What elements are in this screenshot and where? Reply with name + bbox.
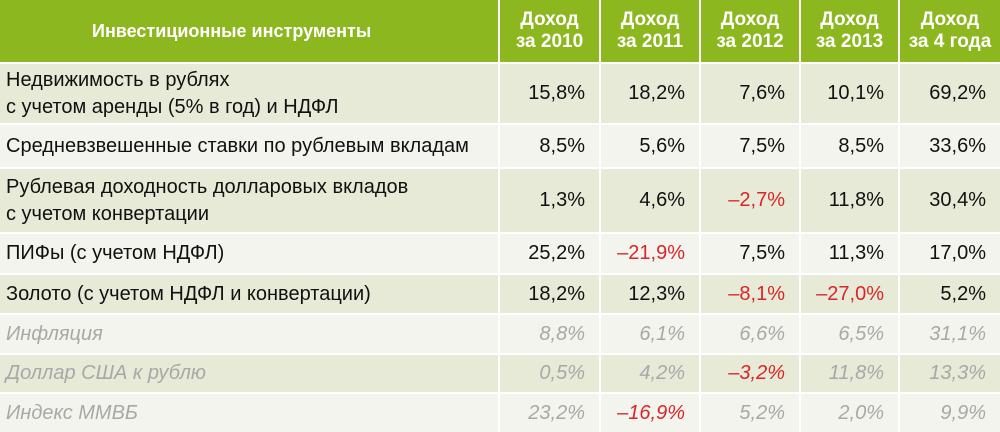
table-row: Рублевая доходность долларовых вкладов с … (0, 167, 1000, 232)
value-cell: 2,0% (801, 392, 900, 432)
value-cell: 11,3% (801, 232, 900, 273)
value-cell: 23,2% (500, 392, 601, 432)
value-cell: 18,2% (601, 62, 701, 123)
table-row: Индекс ММВБ 23,2% –16,9% 5,2% 2,0% 9,9% (0, 392, 1000, 432)
instrument-name: Индекс ММВБ (0, 392, 500, 432)
instrument-name: Средневзвешенные ставки по рублевым вкла… (0, 123, 500, 167)
instrument-name-line: с учетом конвертации (6, 202, 210, 225)
value-cell: 4,2% (601, 353, 701, 392)
value-cell: 11,8% (801, 353, 900, 392)
instrument-name-line: ПИФы (с учетом НДФЛ) (6, 242, 225, 264)
value-cell: 6,6% (701, 313, 801, 353)
table-row: Доллар США к рублю 0,5% 4,2% –3,2% 11,8% 13,3… (0, 353, 1000, 392)
header-4-years: Доход за 4 года (900, 0, 1000, 62)
value-cell: 7,5% (701, 123, 801, 167)
table-row: Недвижимость в рублях с учетом аренды (5%… (0, 62, 1000, 123)
value-cell: –21,9% (601, 232, 701, 273)
header-2011: Доход за 2011 (601, 0, 701, 62)
instrument-name-line: Доллар США к рублю (6, 362, 206, 384)
value-cell: 6,5% (801, 313, 900, 353)
value-cell: 5,6% (601, 123, 701, 167)
header-2012: Доход за 2012 (701, 0, 801, 62)
instrument-name-line: Средневзвешенные ставки по рублевым вкла… (6, 134, 469, 157)
value-cell: 7,5% (701, 232, 801, 273)
table-body: Недвижимость в рублях с учетом аренды (5%… (0, 62, 1000, 432)
header-2010: Доход за 2010 (500, 0, 601, 62)
value-cell: 7,6% (701, 62, 801, 123)
value-cell: 0,5% (500, 353, 601, 392)
value-cell: 8,5% (801, 123, 900, 167)
table-row: Средневзвешенные ставки по рублевым вкла… (0, 123, 1000, 167)
instrument-name-line: Индекс ММВБ (6, 401, 138, 424)
instrument-name-line: с учетом аренды (5% в год) и НДФЛ (6, 95, 339, 118)
value-cell: 8,8% (500, 313, 601, 353)
instrument-name-line: Золото (с учетом НДФЛ и конвертации) (6, 282, 371, 305)
value-cell: 6,1% (601, 313, 701, 353)
table-row: Золото (с учетом НДФЛ и конвертации) 18,2… (0, 273, 1000, 313)
value-cell: 12,3% (601, 273, 701, 313)
value-cell: 25,2% (500, 232, 601, 273)
value-cell: –27,0% (801, 273, 900, 313)
instrument-name: Доллар США к рублю (0, 353, 500, 392)
value-cell: 18,2% (500, 273, 601, 313)
value-cell: 5,2% (900, 273, 1000, 313)
value-cell: –16,9% (601, 392, 701, 432)
value-cell: 13,3% (900, 353, 1000, 392)
value-cell: 17,0% (900, 232, 1000, 273)
value-cell: 31,1% (900, 313, 1000, 353)
value-cell: 4,6% (601, 167, 701, 232)
value-cell: 10,1% (801, 62, 900, 123)
instrument-name-line: Инфляция (6, 322, 103, 345)
table-header: Инвестиционные инструменты Доход за 2010 … (0, 0, 1000, 62)
value-cell: 5,2% (701, 392, 801, 432)
table-row: Инфляция 8,8% 6,1% 6,6% 6,5% 31,1% (0, 313, 1000, 353)
value-cell: 8,5% (500, 123, 601, 167)
instrument-name: Недвижимость в рублях с учетом аренды (5%… (0, 62, 500, 123)
value-cell: 9,9% (900, 392, 1000, 432)
value-cell: 1,3% (500, 167, 601, 232)
value-cell: 15,8% (500, 62, 601, 123)
value-cell: 30,4% (900, 167, 1000, 232)
instrument-name-line: Недвижимость в рублях (6, 68, 230, 91)
instrument-name: Золото (с учетом НДФЛ и конвертации) (0, 273, 500, 313)
value-cell: 69,2% (900, 62, 1000, 123)
value-cell: 33,6% (900, 123, 1000, 167)
header-2013: Доход за 2013 (801, 0, 900, 62)
instrument-name-line: Рублевая доходность долларовых вкладов (6, 175, 409, 198)
instrument-name: ПИФы (с учетом НДФЛ) (0, 232, 500, 273)
value-cell: –3,2% (701, 353, 801, 392)
instrument-name: Рублевая доходность долларовых вкладов с … (0, 167, 500, 232)
value-cell: 11,8% (801, 167, 900, 232)
value-cell: –8,1% (701, 273, 801, 313)
table-row: ПИФы (с учетом НДФЛ) 25,2% –21,9% 7,5% 11,3%… (0, 232, 1000, 273)
header-instruments: Инвестиционные инструменты (0, 0, 500, 62)
instrument-name: Инфляция (0, 313, 500, 353)
value-cell: –2,7% (701, 167, 801, 232)
